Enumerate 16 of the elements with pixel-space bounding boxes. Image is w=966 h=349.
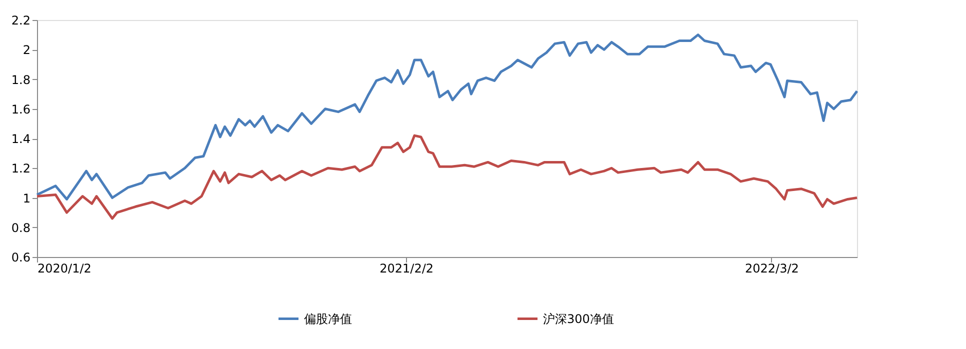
y-tick-label: 1.4 [11, 132, 30, 146]
legend-label: 沪深300净值 [543, 312, 614, 326]
y-tick-label: 2 [22, 43, 30, 58]
legend-label: 偏股净值 [304, 312, 352, 326]
y-tick-label: 1.2 [11, 162, 30, 176]
y-tick-label: 1.6 [11, 102, 30, 116]
y-tick-label: 1 [22, 191, 30, 206]
line-series [36, 134, 858, 220]
y-tick-label: 0.8 [11, 220, 30, 235]
x-tick-label: 2022/3/2 [745, 262, 799, 276]
y-tick-label: 1.8 [11, 72, 30, 87]
y-tick-label: 0.6 [11, 250, 30, 264]
x-tick-label: 2021/2/2 [380, 262, 434, 276]
x-tick-label: 2020/1/2 [38, 262, 92, 276]
line-series [36, 34, 858, 200]
y-tick-label: 2.2 [11, 14, 30, 28]
